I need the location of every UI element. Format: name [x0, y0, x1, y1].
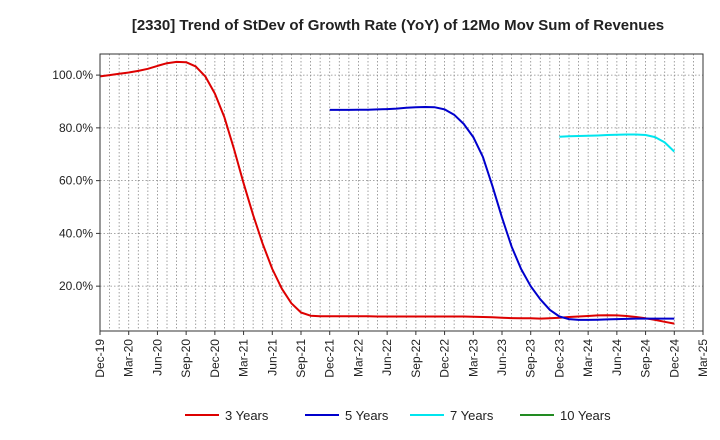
x-tick-label: Mar-21: [237, 339, 251, 377]
legend-label: 10 Years: [560, 408, 611, 423]
x-tick-label: Dec-22: [438, 339, 452, 378]
y-tick-label: 20.0%: [59, 279, 93, 293]
series-line-7-years: [559, 133, 675, 153]
series-lines: [99, 60, 675, 325]
x-tick-label: Dec-23: [552, 339, 566, 378]
x-tick-label: Mar-25: [696, 339, 710, 377]
legend-label: 3 Years: [225, 408, 269, 423]
x-axis-ticks: Dec-19 Mar-20 Jun-20 Sep-20 Dec-20 Mar-21 Jun-…: [93, 331, 710, 378]
legend-label: 5 Years: [345, 408, 389, 423]
x-tick-label: Jun-20: [150, 339, 164, 376]
x-tick-label: Mar-20: [122, 339, 136, 377]
x-tick-label: Dec-24: [667, 339, 681, 378]
x-tick-label: Mar-24: [581, 339, 595, 377]
grid: [100, 54, 703, 331]
x-tick-label: Sep-23: [524, 339, 538, 378]
y-tick-label: 100.0%: [52, 68, 93, 82]
x-tick-label: Jun-21: [265, 339, 279, 376]
x-tick-label: Jun-23: [495, 339, 509, 376]
x-tick-label: Dec-19: [93, 339, 107, 378]
series-line-5-years: [329, 106, 675, 321]
series-line-3-years: [99, 60, 675, 325]
x-tick-label: Mar-22: [351, 339, 365, 377]
x-tick-label: Jun-22: [380, 339, 394, 376]
x-tick-label: Jun-24: [610, 339, 624, 376]
x-tick-label: Sep-22: [409, 339, 423, 378]
x-tick-label: Dec-21: [323, 339, 337, 378]
y-axis-ticks: 20.0% 40.0% 60.0% 80.0% 100.0%: [52, 68, 100, 293]
x-tick-label: Sep-24: [639, 339, 653, 378]
y-tick-label: 40.0%: [59, 226, 93, 240]
plot-frame: [99, 53, 704, 332]
x-tick-label: Mar-23: [466, 339, 480, 377]
x-tick-label: Sep-21: [294, 339, 308, 378]
x-tick-label: Sep-20: [179, 339, 193, 378]
legend: 3 Years 5 Years 7 Years 10 Years: [185, 408, 611, 423]
chart-title: [2330] Trend of StDev of Growth Rate (Yo…: [132, 17, 664, 34]
y-tick-label: 60.0%: [59, 174, 93, 188]
legend-label: 7 Years: [450, 408, 494, 423]
x-tick-label: Dec-20: [208, 339, 222, 378]
y-tick-label: 80.0%: [59, 121, 93, 135]
